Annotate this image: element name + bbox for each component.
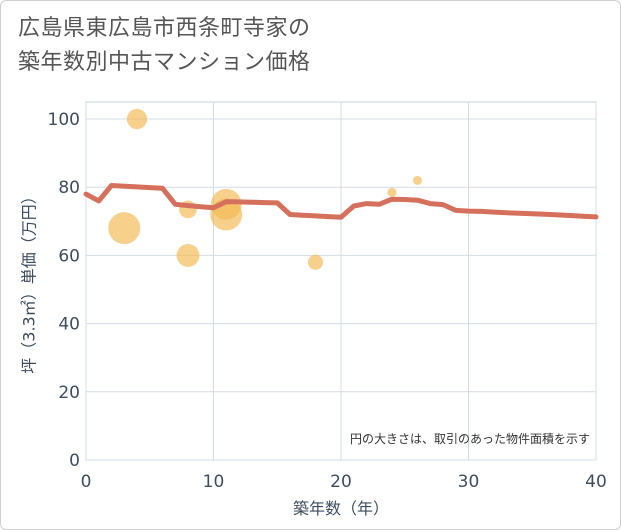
y-tick-label: 60 bbox=[58, 246, 80, 266]
title-line-2: 築年数別中古マンション価格 bbox=[18, 50, 311, 75]
y-tick-label: 100 bbox=[48, 110, 80, 130]
grid-lines bbox=[85, 102, 597, 461]
bubble-point bbox=[108, 212, 141, 245]
title-line-1: 広島県東広島市西条町寺家の bbox=[18, 16, 311, 41]
y-tick-label: 80 bbox=[58, 178, 80, 198]
x-tick-label: 20 bbox=[330, 472, 352, 492]
x-tick-label: 10 bbox=[203, 472, 225, 492]
y-tick-label: 20 bbox=[58, 383, 80, 403]
y-tick-label: 40 bbox=[58, 315, 80, 335]
trend-line bbox=[83, 183, 599, 220]
y-axis-title: 坪（3.3㎡）単価（万円） bbox=[20, 188, 39, 373]
y-tick-labels: 0 20 40 60 80 100 bbox=[48, 110, 80, 471]
x-tick-labels: 0 10 20 30 40 bbox=[81, 472, 607, 492]
bubble-point bbox=[126, 108, 148, 130]
x-tick-label: 0 bbox=[81, 472, 92, 492]
x-axis-title: 築年数（年） bbox=[293, 499, 389, 518]
bubble-point bbox=[412, 175, 423, 185]
bubble-size-note: 円の大きさは、取引のあった物件面積を示す bbox=[350, 431, 590, 446]
bubble-point bbox=[387, 187, 397, 197]
x-tick-label: 40 bbox=[585, 472, 607, 492]
bubble-point bbox=[307, 254, 324, 270]
x-tick-label: 30 bbox=[458, 472, 480, 492]
bubble-point bbox=[176, 243, 200, 267]
chart-title: 広島県東広島市西条町寺家の 築年数別中古マンション価格 bbox=[18, 12, 311, 80]
y-tick-label: 0 bbox=[69, 451, 80, 471]
